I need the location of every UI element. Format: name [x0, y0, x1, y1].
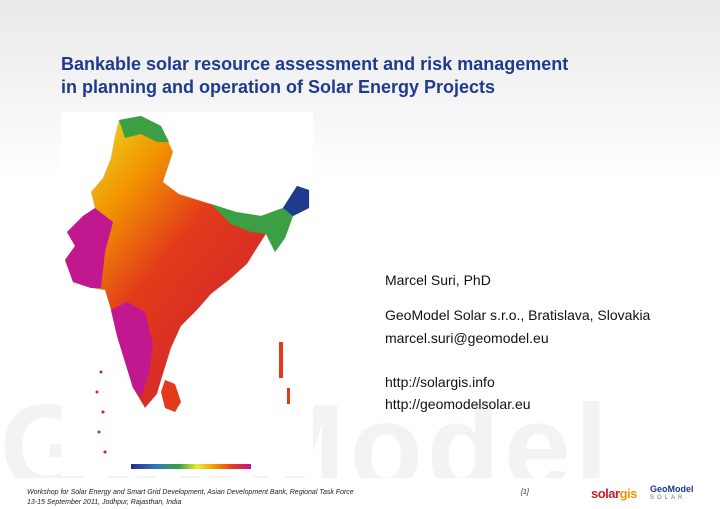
- island-dot: [99, 370, 103, 374]
- footer-event: Workshop for Solar Energy and Smart Grid…: [27, 489, 354, 496]
- island-dot: [101, 410, 105, 414]
- india-solar-map: [61, 112, 313, 476]
- author-affiliation: GeoModel Solar s.r.o., Bratislava, Slova…: [385, 307, 651, 323]
- high-irradiance-west: [65, 208, 113, 288]
- andaman-islands: [279, 342, 283, 378]
- title-line-2: in planning and operation of Solar Energ…: [61, 77, 496, 97]
- solar-radiation-map-image: [64, 115, 310, 469]
- sri-lanka-shape: [161, 380, 181, 412]
- nicobar-islands: [287, 388, 290, 404]
- himalaya-strip: [211, 186, 309, 252]
- map-legend-bar: [131, 464, 251, 469]
- solargis-logo: solargis: [591, 486, 637, 501]
- footer-date-location: 13-15 September 2011, Jodhpur, Rajasthan…: [27, 499, 182, 506]
- island-dot: [97, 430, 101, 434]
- geomodel-logo: GeoModel SOLAR: [650, 485, 694, 503]
- solargis-logo-gis: gis: [619, 486, 638, 501]
- northeast-blue: [283, 186, 309, 216]
- high-irradiance-south: [111, 302, 153, 398]
- island-dot: [103, 450, 107, 454]
- link-geomodelsolar[interactable]: http://geomodelsolar.eu: [385, 396, 531, 412]
- slide-title: Bankable solar resource assessment and r…: [61, 53, 681, 99]
- link-solargis[interactable]: http://solargis.info: [385, 374, 495, 390]
- solargis-logo-solar: solar: [591, 486, 620, 501]
- geomodel-logo-top: GeoModel: [650, 484, 694, 494]
- island-dot: [95, 390, 99, 394]
- low-irradiance-north: [119, 116, 169, 142]
- author-email[interactable]: marcel.suri@geomodel.eu: [385, 330, 549, 346]
- page-number: [1]: [521, 489, 529, 496]
- author-name: Marcel Suri, PhD: [385, 272, 491, 288]
- geomodel-logo-bottom: SOLAR: [650, 495, 686, 501]
- title-line-1: Bankable solar resource assessment and r…: [61, 54, 569, 74]
